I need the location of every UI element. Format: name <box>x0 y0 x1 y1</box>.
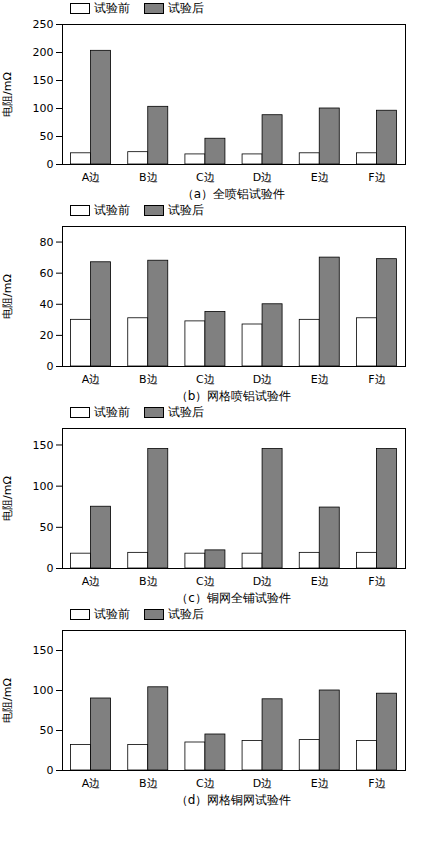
html-text:试验后: 试验后 <box>168 404 204 419</box>
svg-text:0: 0 <box>47 764 54 777</box>
svg-text:200: 200 <box>33 46 54 59</box>
svg-text:C边: C边 <box>196 777 215 790</box>
svg-text:B边: B边 <box>139 777 158 790</box>
svg-text:0: 0 <box>47 158 54 171</box>
html-text:试验前: 试验前 <box>94 202 130 217</box>
svg-text:B边: B边 <box>139 373 158 386</box>
svg-text:E边: E边 <box>311 171 329 184</box>
svg-text:F边: F边 <box>368 171 385 184</box>
svg-text:C边: C边 <box>196 373 215 386</box>
svg-text:E边: E边 <box>311 575 329 588</box>
svg-text:100: 100 <box>33 684 54 697</box>
svg-text:D边: D边 <box>253 575 272 588</box>
svg-text:0: 0 <box>47 562 54 575</box>
svg-text:50: 50 <box>40 521 54 534</box>
svg-text:A边: A边 <box>82 373 101 386</box>
svg-text:100: 100 <box>33 480 54 493</box>
svg-text:100: 100 <box>33 102 54 115</box>
svg-text:电阻/mΩ: 电阻/mΩ <box>1 72 14 117</box>
svg-text:D边: D边 <box>253 373 272 386</box>
svg-text:F边: F边 <box>368 777 385 790</box>
svg-text:F边: F边 <box>368 575 385 588</box>
html-text:试验后: 试验后 <box>168 606 204 621</box>
svg-text:40: 40 <box>40 298 54 311</box>
svg-text:D边: D边 <box>253 171 272 184</box>
svg-text:B边: B边 <box>139 575 158 588</box>
html-text:试验后: 试验后 <box>168 202 204 217</box>
html-text:（d）网格铜网试验件: （d）网格铜网试验件 <box>175 793 292 807</box>
svg-text:电阻/mΩ: 电阻/mΩ <box>1 476 14 521</box>
svg-text:F边: F边 <box>368 373 385 386</box>
svg-text:B边: B边 <box>139 171 158 184</box>
svg-text:150: 150 <box>33 644 54 657</box>
svg-text:电阻/mΩ: 电阻/mΩ <box>1 678 14 723</box>
svg-text:150: 150 <box>33 74 54 87</box>
svg-text:电阻/mΩ: 电阻/mΩ <box>1 274 14 319</box>
html-text:（a）全喷铝试验件: （a）全喷铝试验件 <box>181 187 286 201</box>
html-text:（c）铜网全铺试验件: （c）铜网全铺试验件 <box>176 591 291 605</box>
html-text:试验后: 试验后 <box>168 0 204 15</box>
html-text:试验前: 试验前 <box>94 606 130 621</box>
html-text:试验前: 试验前 <box>94 0 130 15</box>
svg-text:0: 0 <box>47 360 54 373</box>
svg-text:60: 60 <box>40 267 54 280</box>
svg-text:A边: A边 <box>82 575 101 588</box>
html-text:（b）网格喷铝试验件: （b）网格喷铝试验件 <box>175 389 292 403</box>
svg-text:250: 250 <box>33 18 54 31</box>
svg-text:150: 150 <box>33 438 54 451</box>
svg-text:D边: D边 <box>253 777 272 790</box>
svg-text:E边: E边 <box>311 373 329 386</box>
svg-text:C边: C边 <box>196 575 215 588</box>
svg-text:80: 80 <box>40 236 54 249</box>
svg-text:20: 20 <box>40 329 54 342</box>
svg-text:50: 50 <box>40 130 54 143</box>
svg-text:E边: E边 <box>311 777 329 790</box>
svg-text:A边: A边 <box>82 171 101 184</box>
svg-text:50: 50 <box>40 724 54 737</box>
svg-text:A边: A边 <box>82 777 101 790</box>
svg-text:C边: C边 <box>196 171 215 184</box>
html-text:试验前: 试验前 <box>94 404 130 419</box>
